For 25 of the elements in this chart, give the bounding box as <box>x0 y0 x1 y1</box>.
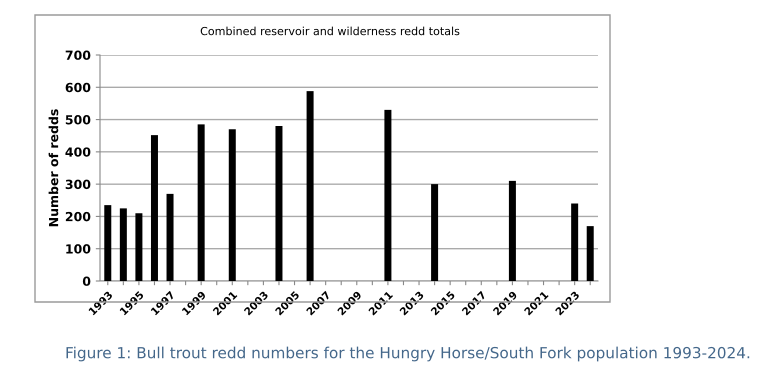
bar <box>120 208 127 281</box>
y-tick-label: 700 <box>66 50 90 60</box>
bar <box>104 205 112 281</box>
y-tick-label: 0 <box>82 276 90 286</box>
bar <box>431 184 438 281</box>
y-tick-label: 200 <box>66 212 90 222</box>
bar <box>306 91 314 281</box>
bar <box>135 213 142 281</box>
bar <box>198 124 205 281</box>
bar <box>508 180 516 281</box>
bar <box>571 204 578 281</box>
bar <box>166 194 174 281</box>
bar <box>228 129 236 281</box>
chart-title: Combined reservoir and wilderness redd totals <box>200 26 460 36</box>
bar <box>275 126 282 281</box>
y-axis-title: Number of redds <box>48 109 58 226</box>
caption: Figure 1: Bull trout redd numbers for the Hungry Horse/South Fork population 1993-2024. <box>66 346 750 362</box>
y-tick-label: 500 <box>66 115 90 124</box>
bar <box>150 135 158 281</box>
bar <box>586 226 594 281</box>
bar <box>384 110 392 281</box>
y-tick-label: 400 <box>65 147 90 157</box>
y-tick-label: 600 <box>66 82 90 92</box>
y-tick-label: 300 <box>66 180 90 190</box>
y-tick-label: 100 <box>66 244 90 254</box>
